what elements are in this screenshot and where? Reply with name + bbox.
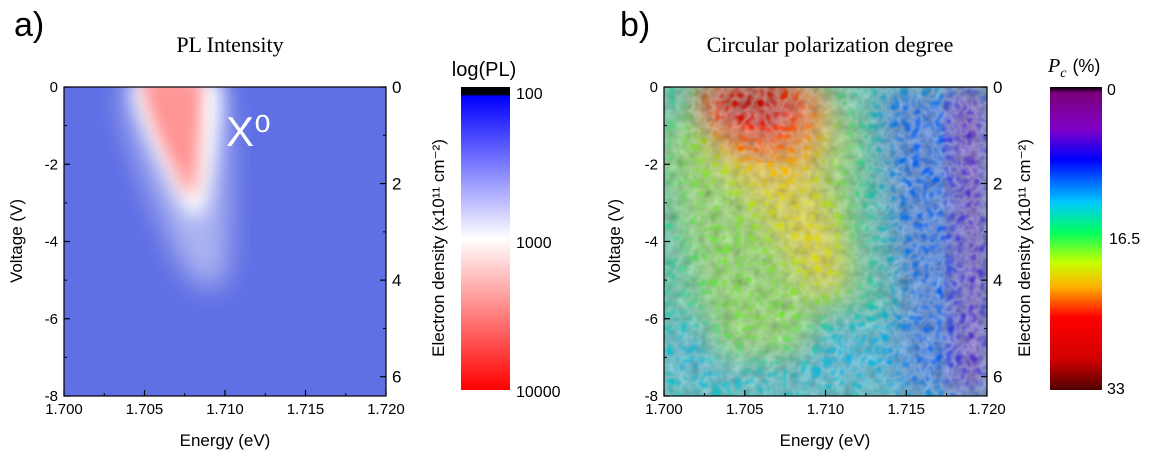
- y-tick-label-a: -8: [45, 388, 58, 405]
- y-tick-label-b: -6: [645, 311, 658, 328]
- y2-tick-label-b: 0: [993, 78, 1002, 97]
- y2-tick-label-a: 2: [392, 175, 401, 194]
- colorbar-b-label-unit: (%): [1072, 56, 1100, 76]
- x-tick-label-a: 1.710: [206, 401, 244, 418]
- colorbar-b-tick-label: 33: [1107, 381, 1125, 398]
- y-tick-label-a: -2: [45, 156, 58, 173]
- x-tick-label-a: 1.715: [287, 401, 325, 418]
- panel-b: b) Circular polarization degree 1.700 1.7…: [605, 6, 1140, 450]
- x0-annotation: X⁰: [226, 108, 271, 155]
- x-axis-label-b: Energy (eV): [780, 431, 871, 450]
- x-tick-label-b: 1.720: [968, 401, 1006, 418]
- y2-tick-label-a: 6: [392, 368, 401, 387]
- colorbar-b-gradient: [1050, 87, 1102, 390]
- y-tick-label-b: -2: [645, 156, 658, 173]
- heatmap-b: [664, 87, 987, 396]
- colorbar-b-label-symbol: P: [1047, 55, 1060, 77]
- colorbar-a-tick-label: 10000: [516, 384, 561, 401]
- panel-a-title: PL Intensity: [176, 32, 283, 57]
- colorbar-b-label-sub: c: [1060, 66, 1067, 81]
- x-tick-label-b: 1.715: [887, 401, 925, 418]
- y-tick-label-b: 0: [650, 79, 658, 96]
- x-tick-label-b: 1.705: [726, 401, 764, 418]
- y2-tick-label-a: 4: [392, 271, 401, 290]
- y2-tick-label-b: 6: [993, 368, 1002, 387]
- x-tick-label-a: 1.700: [45, 401, 83, 418]
- y-axis-label-a: Voltage (V): [7, 199, 26, 283]
- y2-tick-label-b: 4: [993, 271, 1002, 290]
- axes-a: 1.700 1.705 1.710 1.715 1.720 0 -2 -4 -6 -8 0 2 4 6: [45, 78, 405, 418]
- y-axis-label-b: Voltage (V): [605, 199, 624, 283]
- x-tick-label-a: 1.705: [126, 401, 164, 418]
- colorbar-a-tick-label: 100: [516, 86, 543, 103]
- panel-a: a) PL Intensity X⁰ 1.700 1.705 1.710 1.715 1…: [7, 6, 561, 450]
- y-tick-label-a: 0: [50, 79, 58, 96]
- panel-b-title: Circular polarization degree: [707, 32, 954, 57]
- colorbar-b-tick-label: 16.5: [1109, 231, 1140, 248]
- x-tick-label-b: 1.710: [807, 401, 845, 418]
- colorbar-b: Pc (%) 0 16.5 33: [1047, 55, 1140, 398]
- y-tick-label-a: -4: [45, 234, 58, 251]
- y-tick-label-b: -4: [645, 234, 658, 251]
- colorbar-b-tick-label: 0: [1107, 82, 1116, 99]
- colorbar-b-label: Pc (%): [1047, 55, 1100, 81]
- y-tick-label-b: -8: [645, 388, 658, 405]
- panel-a-letter: a): [14, 6, 44, 44]
- colorbar-a-tick-label: 1000: [516, 235, 552, 252]
- heatmap-b-noise: [664, 87, 987, 396]
- colorbar-a-label: log(PL): [452, 59, 516, 81]
- x-tick-label-b: 1.700: [645, 401, 683, 418]
- colorbar-a: log(PL) 100 1000 10000: [452, 59, 561, 401]
- y-tick-label-a: -6: [45, 311, 58, 328]
- y2-tick-label-b: 2: [993, 175, 1002, 194]
- heatmap-a: [64, 87, 386, 396]
- y2-axis-label-b: Electron density (x10¹¹ cm⁻²): [1015, 139, 1034, 357]
- y2-tick-label-a: 0: [392, 78, 401, 97]
- axes-b: 1.700 1.705 1.710 1.715 1.720 0 -2 -4 -6 -8 0 2 4 6: [645, 78, 1006, 418]
- y2-axis-label-a: Electron density (x10¹¹ cm⁻²): [429, 139, 448, 357]
- panel-b-letter: b): [620, 6, 650, 44]
- x-axis-label-a: Energy (eV): [180, 431, 271, 450]
- x-tick-label-a: 1.720: [367, 401, 405, 418]
- heatmap-a-x0-core: [152, 87, 194, 160]
- colorbar-a-gradient: [461, 87, 510, 390]
